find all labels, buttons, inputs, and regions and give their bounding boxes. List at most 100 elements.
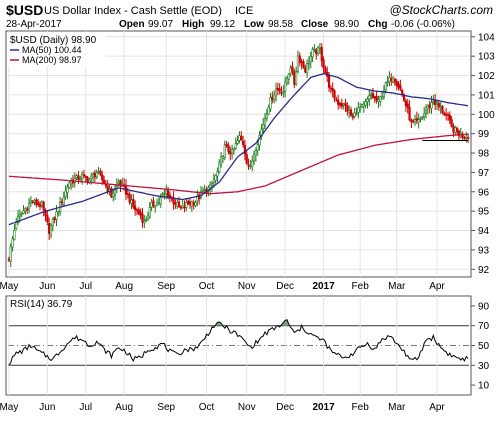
candle-body bbox=[177, 201, 181, 207]
x-axis-label: Nov bbox=[238, 281, 256, 292]
candle-body bbox=[93, 172, 96, 178]
candle-body bbox=[166, 190, 170, 198]
candle-body bbox=[315, 49, 318, 55]
candle-body bbox=[391, 77, 395, 83]
x-axis-label: Sep bbox=[157, 402, 175, 413]
candle-body bbox=[27, 202, 31, 209]
candle-body bbox=[271, 96, 274, 101]
candle-body bbox=[273, 94, 276, 100]
candle-body bbox=[80, 174, 84, 180]
candle-body bbox=[86, 176, 89, 183]
candle-body bbox=[397, 83, 400, 88]
candle-body bbox=[176, 202, 179, 207]
candle-body bbox=[256, 144, 259, 151]
candle-body bbox=[106, 185, 109, 193]
candle-body bbox=[426, 106, 429, 110]
candle-body bbox=[55, 211, 58, 220]
price-y-tick-label: 93 bbox=[478, 245, 490, 256]
candle-body bbox=[388, 77, 391, 83]
candle-body bbox=[240, 135, 243, 141]
candle-body bbox=[452, 125, 455, 133]
candle-body bbox=[22, 210, 25, 214]
candle-body bbox=[192, 202, 195, 206]
candle-body bbox=[146, 215, 150, 220]
candle-body bbox=[119, 180, 122, 187]
candle-body bbox=[384, 82, 387, 91]
price-y-tick-label: 98 bbox=[478, 149, 490, 160]
candle-body bbox=[313, 48, 316, 51]
candle-body bbox=[302, 61, 305, 68]
candle-body bbox=[155, 201, 159, 206]
price-y-axis: 92 93 94 95 96 97 98 99 100 101 102 103 104 bbox=[471, 32, 495, 276]
candle-body bbox=[373, 96, 376, 99]
candle-body bbox=[342, 103, 345, 106]
rsi-gridlines bbox=[8, 296, 469, 395]
candle-body bbox=[57, 211, 60, 214]
candle-body bbox=[408, 106, 411, 121]
high-label: High bbox=[182, 19, 204, 30]
candle-body bbox=[190, 201, 193, 207]
price-y-tick-label: 101 bbox=[478, 90, 495, 101]
rsi-y-axis: 10 30 50 70 90 bbox=[471, 301, 490, 392]
x-axis-label: Oct bbox=[199, 402, 215, 413]
candle-body bbox=[280, 92, 283, 94]
candle-body bbox=[309, 56, 312, 63]
candle-body bbox=[220, 156, 223, 165]
candle-body bbox=[331, 88, 334, 92]
candle-body bbox=[379, 96, 382, 102]
low-label: Low bbox=[244, 19, 264, 30]
candle-body bbox=[366, 98, 369, 103]
x-axis-label: Jul bbox=[79, 281, 92, 292]
candle-body bbox=[245, 154, 248, 164]
candle-body bbox=[143, 220, 146, 224]
legend-ma200-label: MA(200) 98.97 bbox=[22, 55, 82, 65]
candle-body bbox=[274, 88, 278, 97]
rsi-y-tick-label: 10 bbox=[478, 381, 490, 392]
candle-body bbox=[344, 102, 347, 106]
candle-body bbox=[221, 156, 225, 159]
candle-body bbox=[218, 162, 221, 173]
candle-body bbox=[187, 200, 190, 204]
candle-body bbox=[401, 89, 404, 95]
candle-body bbox=[349, 109, 353, 116]
candle-body bbox=[269, 97, 272, 110]
candle-body bbox=[263, 117, 267, 126]
candle-body bbox=[135, 209, 139, 211]
candle-body bbox=[141, 213, 144, 223]
candle-body bbox=[112, 193, 115, 197]
candle-body bbox=[154, 205, 157, 208]
candle-body bbox=[232, 148, 236, 151]
candle-body bbox=[48, 222, 51, 234]
candle-body bbox=[82, 174, 86, 176]
candle-body bbox=[84, 175, 87, 178]
candle-body bbox=[284, 81, 287, 92]
candle-body bbox=[185, 202, 188, 208]
candle-body bbox=[137, 209, 140, 214]
candle-body bbox=[157, 201, 161, 204]
x-axis-label: Oct bbox=[199, 281, 215, 292]
candle-body bbox=[16, 215, 20, 223]
candle-body bbox=[443, 112, 446, 116]
ma50-line bbox=[8, 72, 469, 226]
candle-body bbox=[265, 113, 268, 119]
candle-body bbox=[267, 107, 270, 115]
rsi-overbought-fills bbox=[215, 319, 289, 326]
candle-body bbox=[463, 137, 466, 139]
candle-body bbox=[441, 106, 444, 113]
candle-body bbox=[282, 91, 285, 94]
candle-body bbox=[29, 200, 32, 203]
candle-body bbox=[130, 199, 133, 204]
candle-body bbox=[289, 67, 292, 74]
candle-body bbox=[99, 170, 102, 175]
x-axis-label: May bbox=[0, 281, 18, 292]
candle-body bbox=[139, 212, 142, 216]
candle-body bbox=[95, 172, 98, 177]
candle-body bbox=[428, 104, 431, 108]
rsi-panel: 10 30 50 70 90 RSI(14) 36.79 bbox=[5, 295, 490, 396]
high-value: 99.12 bbox=[210, 19, 235, 30]
rsi-y-tick-label: 90 bbox=[478, 301, 490, 312]
candle-body bbox=[415, 118, 418, 121]
close-value: 98.90 bbox=[334, 19, 359, 30]
candle-body bbox=[413, 119, 417, 123]
